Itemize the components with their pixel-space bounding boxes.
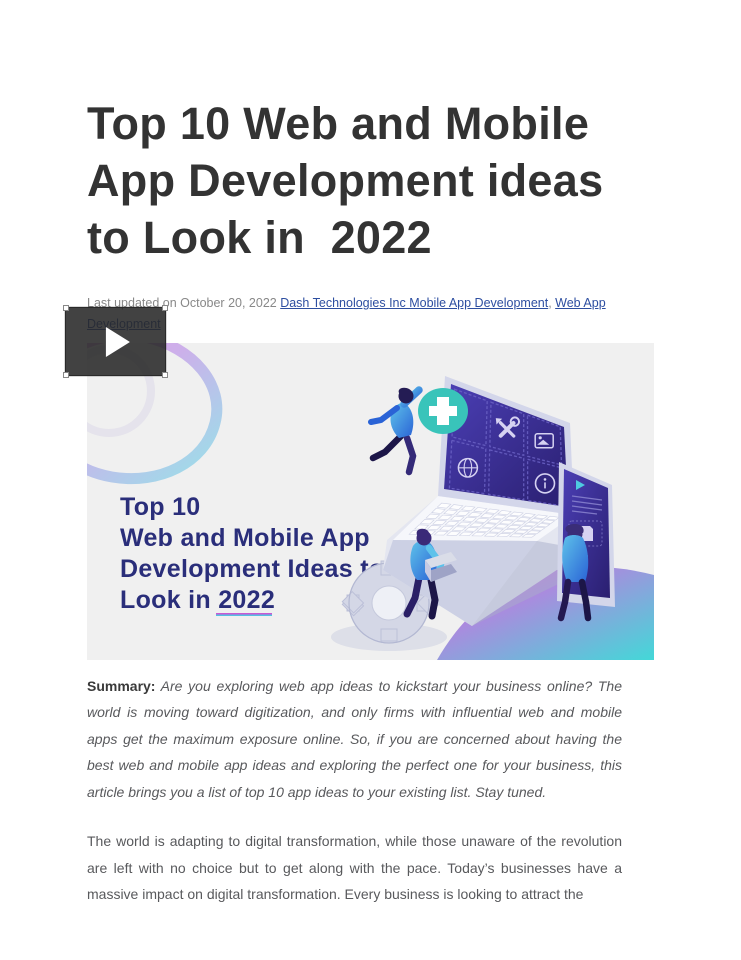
- svg-text:Development Ideas to: Development Ideas to: [120, 555, 384, 583]
- svg-text:Web and Mobile App: Web and Mobile App: [120, 524, 370, 552]
- svg-text:Look in 2022: Look in 2022: [120, 586, 275, 614]
- svg-text:Top 10: Top 10: [120, 493, 201, 521]
